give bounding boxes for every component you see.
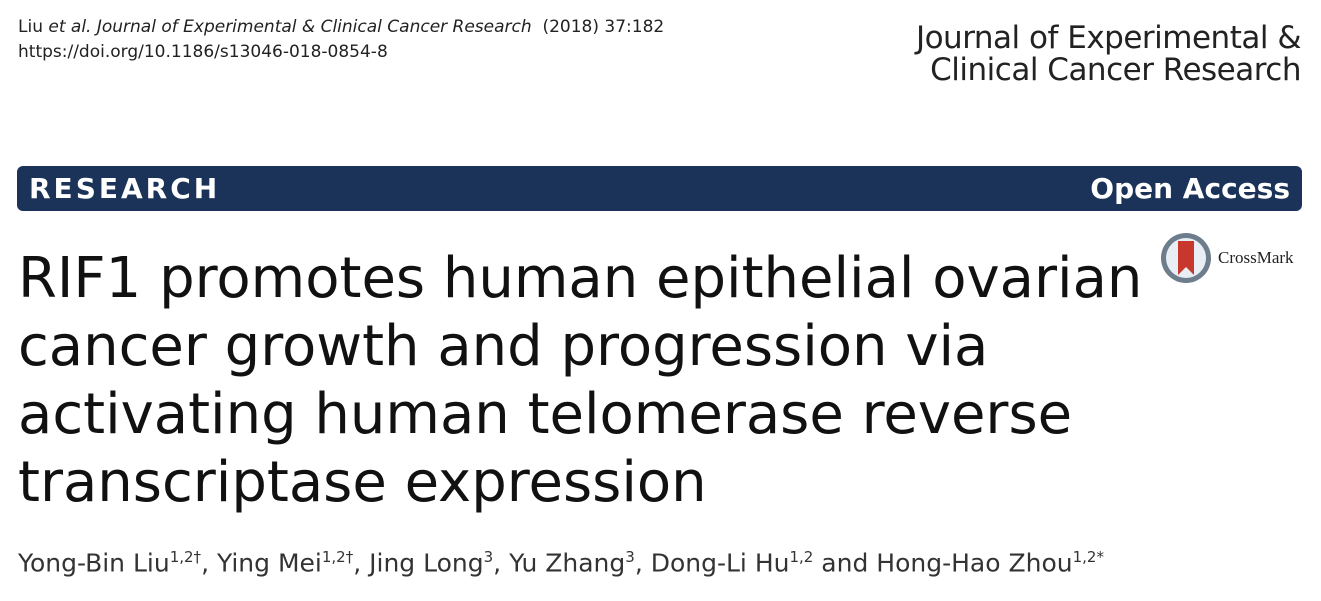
affiliation: 3 [483, 548, 494, 566]
cite-journal: Journal of Experimental & Clinical Cance… [96, 17, 532, 37]
conjunction: and [821, 548, 869, 578]
article-title: RIF1 promotes human epithelial ovarian ca… [18, 245, 1142, 517]
crossmark-bookmark [1178, 241, 1194, 275]
affiliation: 1,2 [789, 548, 814, 566]
affiliation: 3 [625, 548, 635, 566]
affiliation: 1,2† [321, 548, 354, 566]
citation: Liu et al. Journal of Experimental & Cli… [18, 15, 664, 65]
cite-author: Liu [18, 17, 43, 37]
author-name: Dong-Li Hu [650, 548, 790, 578]
doi: https://doi.org/10.1186/s13046-018-0854-… [18, 42, 388, 62]
title-line: cancer growth and progression via [18, 314, 989, 379]
banner: RESEARCH Open Access [17, 166, 1302, 211]
title-line: transcriptase expression [18, 450, 707, 515]
citation-line: Liu et al. Journal of Experimental & Cli… [18, 15, 664, 40]
open-access[interactable]: Open Access [1090, 172, 1290, 205]
separator: , [493, 548, 502, 578]
author-name: Yong-Bin Liu [18, 548, 170, 578]
cite-etal: et al. [48, 17, 92, 37]
crossmark-icon[interactable] [1160, 231, 1310, 285]
affiliation: 1,2* [1072, 548, 1104, 566]
journal-logo-line: Journal of Experimental & [915, 20, 1302, 56]
journal-logo-line: Clinical Cancer Research [930, 52, 1301, 88]
cite-year: (2018) 37:182 [542, 17, 665, 37]
separator: , [634, 548, 643, 578]
author-name: Hong-Hao Zhou [876, 548, 1073, 578]
author-name: Yu Zhang [509, 548, 626, 578]
separator: , [201, 548, 210, 578]
author-list: Yong-Bin Liu1,2†, Ying Mei1,2†, Jing Lon… [18, 548, 1104, 577]
article-type: RESEARCH [29, 172, 221, 205]
journal-logo: Journal of Experimental & Clinical Cance… [915, 20, 1302, 88]
title-line: activating human telomerase reverse [18, 382, 1073, 447]
crossmark-label[interactable]: CrossMark [1218, 248, 1294, 267]
author-name: Ying Mei [216, 548, 322, 578]
separator: , [353, 548, 362, 578]
author-name: Jing Long [369, 548, 484, 578]
title-line: RIF1 promotes human epithelial ovarian [18, 246, 1143, 311]
affiliation: 1,2† [169, 548, 202, 566]
